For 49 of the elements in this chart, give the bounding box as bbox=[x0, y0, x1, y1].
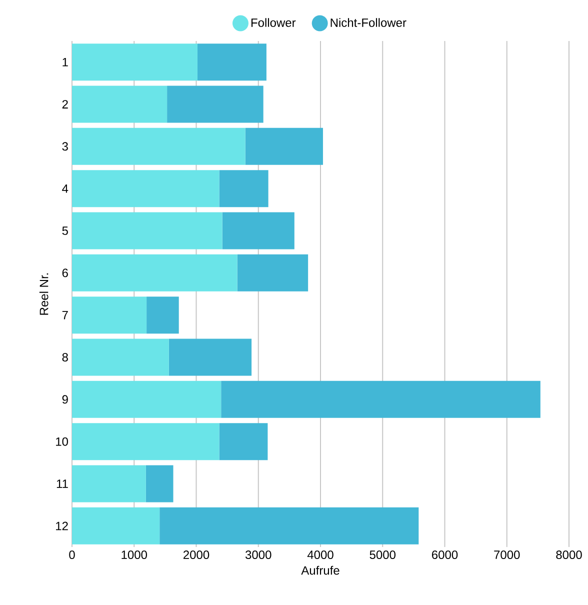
x-tick-label: 2000 bbox=[183, 550, 210, 560]
x-tick-label: 1000 bbox=[122, 550, 147, 560]
y-tick-label: 8 bbox=[62, 353, 68, 362]
bar bbox=[146, 465, 174, 502]
x-tick-label: 5000 bbox=[370, 550, 396, 560]
bar bbox=[222, 212, 294, 250]
bar bbox=[221, 380, 540, 418]
bar bbox=[72, 44, 198, 81]
x-tick-label: 4000 bbox=[307, 550, 334, 560]
bar bbox=[219, 170, 268, 208]
y-tick-label: 12 bbox=[56, 522, 68, 530]
x-tick-label: 6000 bbox=[432, 550, 458, 560]
bar bbox=[72, 86, 168, 123]
y-tick-label: 4 bbox=[62, 184, 68, 193]
legend-label: Follower bbox=[251, 18, 296, 27]
bar bbox=[72, 170, 220, 208]
bar bbox=[237, 254, 308, 292]
bar bbox=[197, 44, 266, 81]
x-tick-label: 0 bbox=[69, 550, 75, 560]
y-tick-label: 2 bbox=[62, 100, 68, 108]
bar bbox=[72, 296, 147, 334]
bar bbox=[72, 338, 169, 376]
x-axis-title: Aufrufe bbox=[301, 566, 340, 575]
bar bbox=[72, 423, 220, 460]
y-tick-label: 10 bbox=[56, 437, 68, 446]
bar bbox=[72, 128, 246, 165]
bar bbox=[160, 507, 419, 544]
y-tick-label: 5 bbox=[62, 226, 68, 235]
y-tick-label: 6 bbox=[62, 268, 68, 278]
y-tick-label: 1 bbox=[62, 58, 68, 66]
bar bbox=[72, 254, 238, 292]
y-tick-label: 3 bbox=[62, 142, 68, 151]
y-tick-label: 7 bbox=[62, 310, 68, 320]
bar bbox=[219, 423, 268, 460]
bar bbox=[72, 380, 222, 418]
y-axis-title: Reel Nr. bbox=[39, 273, 48, 315]
bar bbox=[245, 128, 323, 165]
y-tick-label: 9 bbox=[62, 395, 68, 404]
x-tick-label: 8000 bbox=[556, 550, 582, 560]
bar bbox=[72, 507, 160, 544]
x-tick-label: 7000 bbox=[494, 550, 520, 560]
x-tick-label: 3000 bbox=[245, 550, 272, 560]
legend-label: Nicht-Follower bbox=[330, 18, 406, 27]
y-tick-label: 11 bbox=[56, 480, 68, 488]
bar bbox=[72, 465, 146, 502]
bar bbox=[146, 296, 179, 334]
bar bbox=[72, 212, 222, 250]
bar bbox=[167, 86, 264, 123]
bar bbox=[168, 338, 252, 376]
